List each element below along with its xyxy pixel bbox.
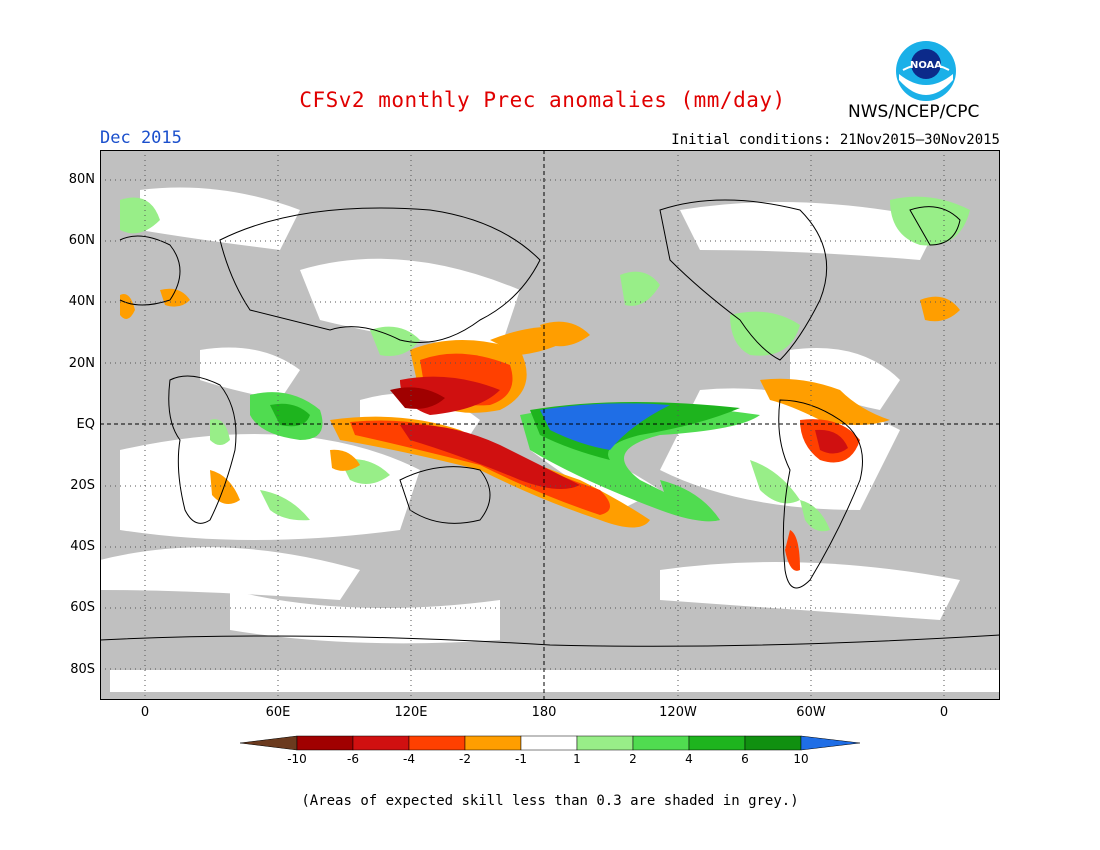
legend-label-4: -2 [459,752,471,766]
legend-label-7: 2 [629,752,637,766]
legend-label-6: 1 [573,752,581,766]
noaa-logo-text: NOAA [910,60,942,71]
lon-label-180: 180 [531,705,557,720]
map-frame [100,150,1000,700]
coastlines [99,199,1001,647]
lon-label-60w: 60W [796,705,826,720]
lon-label-60e: 60E [265,705,291,720]
noaa-logo: NOAA [895,40,957,102]
lat-label-20n: 20N [68,356,95,371]
legend-swatch-6 [576,735,634,751]
legend-swatch-below-min [239,735,298,751]
lat-label-60s: 60S [70,600,95,615]
graticule [100,150,1000,700]
lon-label-0-east: 0 [939,705,949,720]
lon-label-120w: 120W [659,705,697,720]
lon-label-120e: 120E [394,705,428,720]
lat-label-40n: 40N [68,294,95,309]
legend-swatch-5 [520,735,578,751]
lon-label-0: 0 [140,705,150,720]
legend-label-1: -10 [287,752,307,766]
legend-label-2: -6 [347,752,359,766]
chart-title: CFSv2 monthly Prec anomalies (mm/day) [299,88,786,112]
legend-label-5: -1 [515,752,527,766]
footnote: (Areas of expected skill less than 0.3 a… [301,793,799,809]
legend-swatch-above-max [800,735,861,751]
legend-label-10: 10 [793,752,809,766]
legend-swatch-9 [744,735,802,751]
forecast-month: Dec 2015 [100,128,182,148]
legend-swatch-1 [296,735,354,751]
lat-label-40s: 40S [70,539,95,554]
lat-label-80n: 80N [68,172,95,187]
legend-swatch-4 [464,735,522,751]
agency-label: NWS/NCEP/CPC [848,102,980,122]
lat-label-eq: EQ [76,417,95,432]
color-legend [239,734,861,752]
legend-swatch-8 [688,735,746,751]
legend-label-8: 4 [685,752,693,766]
initial-conditions: Initial conditions: 21Nov2015–30Nov2015 [671,132,1000,148]
wet-anomalies [120,196,970,532]
legend-label-9: 6 [741,752,749,766]
lat-label-80s: 80S [70,662,95,677]
lat-label-60n: 60N [68,233,95,248]
legend-swatch-2 [352,735,410,751]
dry-anomalies [120,288,960,571]
legend-swatch-3 [408,735,466,751]
legend-swatch-7 [632,735,690,751]
precip-anomaly-map [99,150,1001,700]
lat-label-20s: 20S [70,478,95,493]
legend-label-3: -4 [403,752,415,766]
